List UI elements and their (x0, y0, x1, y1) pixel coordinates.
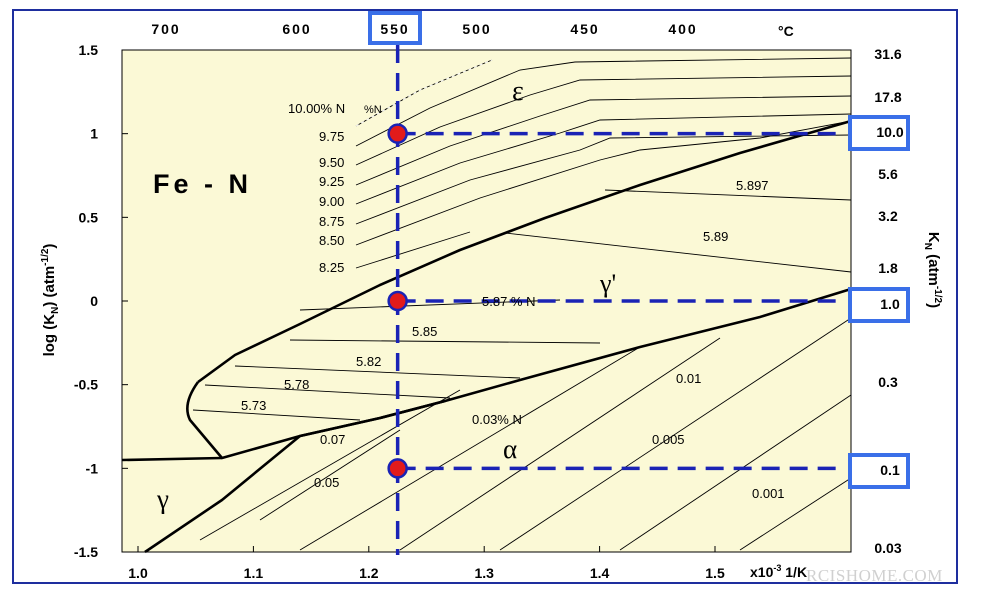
y-tick-label: 1.5 (79, 42, 99, 58)
y-tick-label: -0.5 (74, 377, 98, 393)
iso-label-gamma: 0.07 (320, 432, 345, 447)
axis-labels: 1.0 1.1 1.2 1.3 1.4 1.5 1.5 1 0.5 0 -0.5 -1 -1.5 700 6… (74, 21, 904, 581)
x-tick-label: 1.5 (705, 565, 725, 581)
iso-label-gamma: 0.05 (314, 475, 339, 490)
iso-label-gamma-prime: 5.85 (412, 324, 437, 339)
x-tick-label: 1.3 (474, 565, 494, 581)
iso-label-gamma-prime: 5.78 (284, 377, 309, 392)
iso-label-alpha: 0.03% N (472, 412, 522, 427)
iso-label-epsilon: 9.50 (319, 155, 344, 170)
x-tick-label: 1.0 (128, 565, 148, 581)
iso-label-epsilon: 9.00 (319, 194, 344, 209)
diagram-title: Fe - N (153, 169, 252, 199)
x-tick-label: 1.1 (244, 565, 264, 581)
temp-tick-label: 700 (151, 21, 180, 37)
iso-label-epsilon: 8.25 (319, 260, 344, 275)
marked-point (387, 290, 408, 312)
iso-label-gamma-prime: 5.897 (736, 178, 769, 193)
kn-tick-label: 31.6 (874, 46, 901, 62)
iso-label-epsilon: 9.75 (319, 129, 344, 144)
kn-tick-label: 3.2 (878, 208, 898, 224)
phase-label: γ (156, 484, 169, 514)
marked-points (387, 123, 408, 479)
iso-label-alpha: 0.005 (652, 432, 685, 447)
iso-label-gamma-prime: 5.87 % N (482, 294, 535, 309)
marked-point (387, 123, 408, 144)
y-tick-label: -1.5 (74, 544, 98, 560)
y-tick-label: 1 (90, 126, 98, 142)
watermark-text: RCISHOME.COM (806, 566, 943, 585)
x-tick-label: 1.2 (359, 565, 379, 581)
temp-tick-label: 400 (668, 21, 697, 37)
iso-label-epsilon: 8.50 (319, 233, 344, 248)
marked-point (387, 458, 408, 479)
iso-label-gamma-prime: 5.73 (241, 398, 266, 413)
dashed-10pct-line (355, 59, 493, 127)
phase-label: ε (512, 76, 524, 107)
kn-tick-label: 1.0 (880, 296, 900, 312)
gamma-eutectoid-line (121, 456, 223, 462)
figure-frame (12, 9, 958, 584)
kn-tick-label: 0.3 (878, 374, 898, 390)
phase-label: γ' (599, 269, 616, 298)
iso-label-gamma-prime: 5.89 (703, 229, 728, 244)
kn-tick-label: 0.03 (874, 540, 901, 556)
x-axis-unit: x10-3 1/K (750, 563, 807, 580)
iso-label-epsilon: %N (364, 104, 382, 116)
y-axis-label-left: log (KN) (atm-1/2) (40, 244, 61, 357)
temp-tick-label: 600 (282, 21, 311, 37)
kn-tick-label: 5.6 (878, 166, 898, 182)
x-tick-label: 1.4 (590, 565, 610, 581)
kn-tick-label: 0.1 (880, 462, 900, 478)
iso-label-alpha: 0.01 (676, 371, 701, 386)
axis-ticks (122, 49, 716, 553)
iso-label-alpha: 0.001 (752, 486, 785, 501)
kn-tick-label: 10.0 (876, 124, 903, 140)
alpha-gamma-boundary (144, 399, 446, 554)
temp-tick-label: 450 (570, 21, 599, 37)
highlight-boxes (368, 11, 910, 489)
kn-tick-label: 1.8 (878, 260, 898, 276)
iso-label-epsilon: 8.75 (319, 214, 344, 229)
y-tick-label: 0 (90, 293, 98, 309)
y-tick-label: 0.5 (79, 209, 99, 225)
temperature-unit: °C (778, 23, 794, 39)
epsilon-gamma-prime-boundary (197, 119, 852, 384)
kn-tick-label: 17.8 (874, 89, 901, 105)
temp-tick-label: 550 (380, 21, 409, 37)
phase-label: α (503, 434, 517, 464)
iso-label-epsilon: 10.00% N (288, 101, 345, 116)
y-axis-label-right: KN (atm-1/2) (922, 232, 943, 308)
phase-labels: ε γ' α γ (156, 76, 616, 514)
temp-tick-label: 500 (462, 21, 491, 37)
y-tick-label: -1 (86, 460, 99, 476)
iso-label-epsilon: 9.25 (319, 174, 344, 189)
phase-boundaries (121, 119, 852, 554)
iso-label-gamma-prime: 5.82 (356, 354, 381, 369)
gamma-prime-lower-boundary (186, 287, 852, 460)
isoconcentrate-labels: 10.00% N %N 9.75 9.50 9.25 9.00 8.75 8.50 8.25 5.… (241, 101, 785, 501)
